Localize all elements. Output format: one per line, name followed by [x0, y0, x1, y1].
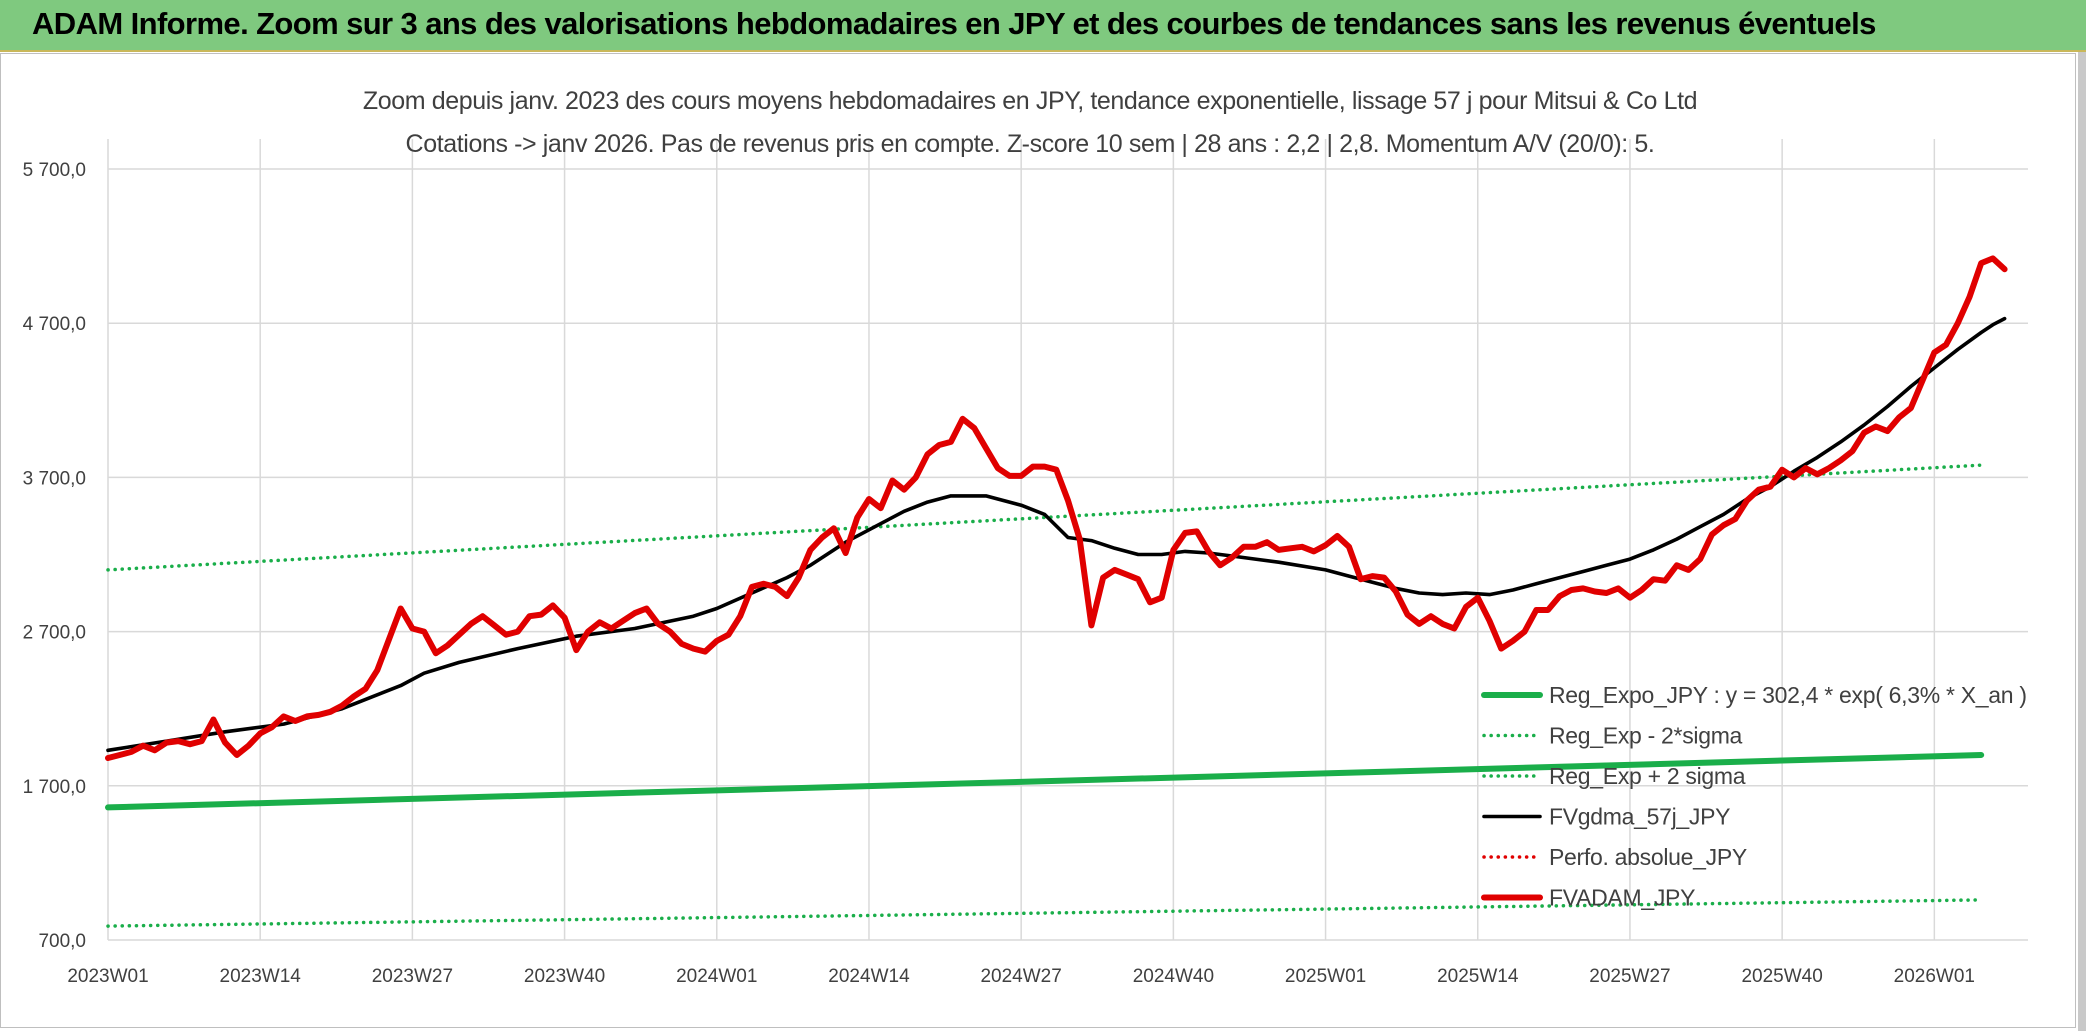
legend-label: FVgdma_57j_JPY [1549, 804, 1730, 830]
y-tick-label: 4 700,0 [23, 314, 86, 335]
series-line-fvgdma_57j_jpy [106, 316, 2007, 753]
chart-legend: Reg_Expo_JPY : y = 302,4 * exp( 6,3% * X… [1481, 682, 2027, 911]
series-line-reg_expo_jpy [105, 752, 1985, 811]
legend-label: Reg_Exp - 2*sigma [1549, 723, 1743, 749]
x-tick-label: 2024W14 [828, 966, 910, 987]
x-tick-label: 2025W14 [1437, 966, 1519, 987]
page-title: ADAM Informe. Zoom sur 3 ans des valoris… [32, 6, 1876, 41]
y-tick-label: 3 700,0 [23, 468, 86, 489]
y-tick-label: 1 700,0 [23, 777, 86, 798]
x-tick-label: 2025W27 [1589, 966, 1670, 987]
y-tick-label: 5 700,0 [23, 160, 86, 181]
x-tick-label: 2024W01 [676, 966, 757, 987]
x-tick-label: 2025W40 [1741, 966, 1822, 987]
legend-label: Reg_Exp + 2 sigma [1549, 763, 1746, 789]
chart-frame [0, 53, 2076, 1028]
chart-title-line2: Cotations -> janv 2026. Pas de revenus p… [406, 130, 1655, 158]
chart-title-line1: Zoom depuis janv. 2023 des cours moyens … [363, 87, 1697, 115]
y-tick-label: 2 700,0 [23, 623, 86, 644]
x-tick-label: 2025W01 [1285, 966, 1366, 987]
x-tick-label: 2024W27 [980, 966, 1061, 987]
legend-label: FVADAM_JPY [1549, 885, 1695, 911]
right-edge-border [2078, 52, 2086, 1031]
x-tick-label: 2026W01 [1894, 966, 1975, 987]
grid-lines [107, 139, 2028, 941]
x-tick-label: 2023W01 [67, 966, 148, 987]
legend-label: Reg_Expo_JPY : y = 302,4 * exp( 6,3% * X… [1549, 682, 2027, 708]
x-tick-label: 2023W27 [372, 966, 453, 987]
series-lines [105, 255, 2008, 928]
header-banner: ADAM Informe. Zoom sur 3 ans des valoris… [0, 0, 2086, 52]
x-tick-label: 2024W40 [1133, 966, 1214, 987]
axis-labels: 700,0 1 700,0 2 700,0 3 700,0 4 700,0 5 700,0… [23, 160, 1975, 987]
y-tick-label: 700,0 [38, 931, 86, 952]
series-line-reg_exp [106, 898, 1983, 928]
x-tick-label: 2023W14 [220, 966, 302, 987]
x-tick-label: 2023W40 [524, 966, 605, 987]
series-line-reg_exp [106, 463, 1983, 572]
series-line-fvadam_jpy [105, 255, 2008, 761]
legend-label: Perfo. absolue_JPY [1549, 844, 1747, 870]
